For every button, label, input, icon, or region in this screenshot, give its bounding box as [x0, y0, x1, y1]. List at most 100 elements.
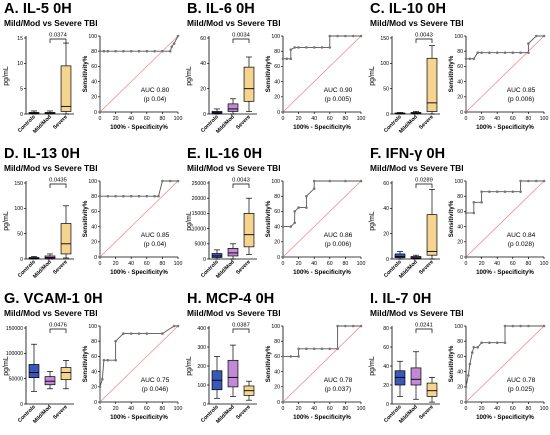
roc-point: [351, 34, 355, 38]
x-tick-label: 40: [311, 261, 317, 267]
p-value-label: 0.0374: [49, 33, 68, 39]
auc-p-value: (p 0.005): [325, 96, 351, 103]
panel-title: F. IFN-γ 0H: [370, 146, 446, 162]
y-tick-label: 0: [386, 257, 389, 263]
x-tick-label: 0: [282, 261, 285, 267]
roc-point: [170, 45, 174, 48]
y-tick-label: 60: [457, 209, 463, 215]
y-tick-label: 40: [91, 369, 97, 375]
roc-point: [129, 332, 133, 335]
x-tick-label: 20: [296, 406, 302, 412]
y-tick-label: 80: [457, 194, 463, 200]
panel-plots: 0500010000150002000025000pg/mLControlsMi…: [186, 178, 365, 280]
box-controls: [394, 253, 406, 259]
y-tick-label: 40: [274, 369, 280, 375]
roc-point: [472, 200, 476, 204]
x-tick-label: 80: [526, 406, 532, 412]
x-tick-label: 40: [128, 116, 134, 122]
y-tick-label: 0: [94, 400, 97, 406]
y-tick-label: 15: [17, 36, 23, 42]
y-tick-label: 60: [274, 209, 280, 215]
box-severe: [60, 367, 72, 381]
roc-point: [102, 358, 106, 362]
x-axis-label: 100% - Specificity%: [110, 124, 168, 131]
y-tick-label: 5: [20, 86, 23, 92]
roc-point: [98, 385, 102, 389]
y-tick-label: 20: [457, 95, 463, 101]
box-severe: [426, 382, 438, 397]
panel-subtitle: Mild/Mod vs Severe TBI: [370, 308, 464, 318]
roc-point: [157, 194, 160, 198]
roc-point: [289, 57, 293, 61]
y-tick-label: 80: [91, 194, 97, 200]
x-tick-label: 80: [526, 261, 532, 267]
p-value-label: 0.0387: [232, 323, 250, 329]
roc-point: [336, 324, 339, 328]
y-tick-label: 10000: [192, 226, 207, 232]
roc-point: [145, 332, 149, 335]
x-tick-label: 60: [144, 261, 150, 267]
y-tick-label: 40: [200, 61, 206, 67]
roc-point: [129, 194, 133, 198]
y-axis-label: pg/mL: [3, 211, 10, 231]
x-axis-label: 100% - Specificity%: [293, 414, 351, 421]
y-axis-label: Sensitivity%: [448, 345, 455, 382]
roc-point: [145, 49, 149, 53]
panel-subtitle: Mild/Mod vs Severe TBI: [4, 308, 98, 318]
roc-point: [527, 179, 530, 183]
x-tick-label: 100: [540, 406, 549, 412]
box-mildmod: [227, 359, 239, 388]
roc-point: [305, 46, 308, 49]
roc-point: [289, 225, 293, 228]
significance-bracket: [415, 183, 433, 188]
significance-bracket: [415, 328, 433, 333]
roc-point: [488, 190, 491, 193]
roc-point: [176, 179, 180, 183]
x-tick-label: 100: [540, 261, 549, 267]
roc-point: [106, 358, 110, 362]
significance-bracket: [415, 38, 433, 43]
roc-point: [137, 49, 141, 53]
roc-point: [98, 400, 102, 404]
y-tick-label: 80: [457, 339, 463, 345]
roc-point: [472, 57, 476, 61]
roc-point: [101, 377, 104, 381]
x-tick-label: 20: [296, 116, 302, 122]
y-tick-label: 20: [383, 231, 389, 237]
x-tick-label: 60: [510, 261, 516, 267]
box-severe: [60, 223, 72, 255]
y-tick-label: 80: [274, 194, 280, 200]
roc-point: [511, 190, 515, 193]
auc-annotation: AUC 0.84: [507, 232, 536, 239]
x-tick-label: 60: [144, 406, 150, 412]
roc-point: [519, 179, 522, 183]
category-label: Severe: [418, 404, 435, 421]
box-severe: [243, 66, 255, 102]
roc-curve: 0 20 40 60 80 100 0 20 40 60 80 100 Sensitivity% 100%…: [265, 324, 365, 421]
y-tick-label: 100: [14, 206, 23, 212]
panel-subtitle: Mild/Mod vs Severe TBI: [187, 308, 281, 318]
roc-point: [161, 179, 164, 183]
y-tick-label: 40: [91, 224, 97, 230]
auc-annotation: AUC 0.78: [324, 377, 353, 384]
y-tick-label: 80: [274, 49, 280, 55]
x-tick-label: 40: [494, 261, 500, 267]
y-tick-label: 50: [17, 231, 23, 237]
x-tick-label: 100: [174, 406, 183, 412]
roc-point: [344, 34, 347, 38]
roc-point: [168, 179, 172, 183]
roc-point: [464, 385, 468, 389]
roc-point: [464, 57, 468, 61]
roc-point: [98, 194, 102, 198]
x-tick-label: 100: [174, 261, 183, 267]
p-value-label: 0.0043: [415, 33, 433, 39]
roc-point: [114, 194, 117, 198]
x-tick-label: 40: [128, 406, 134, 412]
y-tick-label: 40: [383, 206, 389, 212]
box-mildmod: [227, 103, 239, 112]
roc-point: [114, 49, 117, 53]
roc-point: [137, 332, 141, 335]
